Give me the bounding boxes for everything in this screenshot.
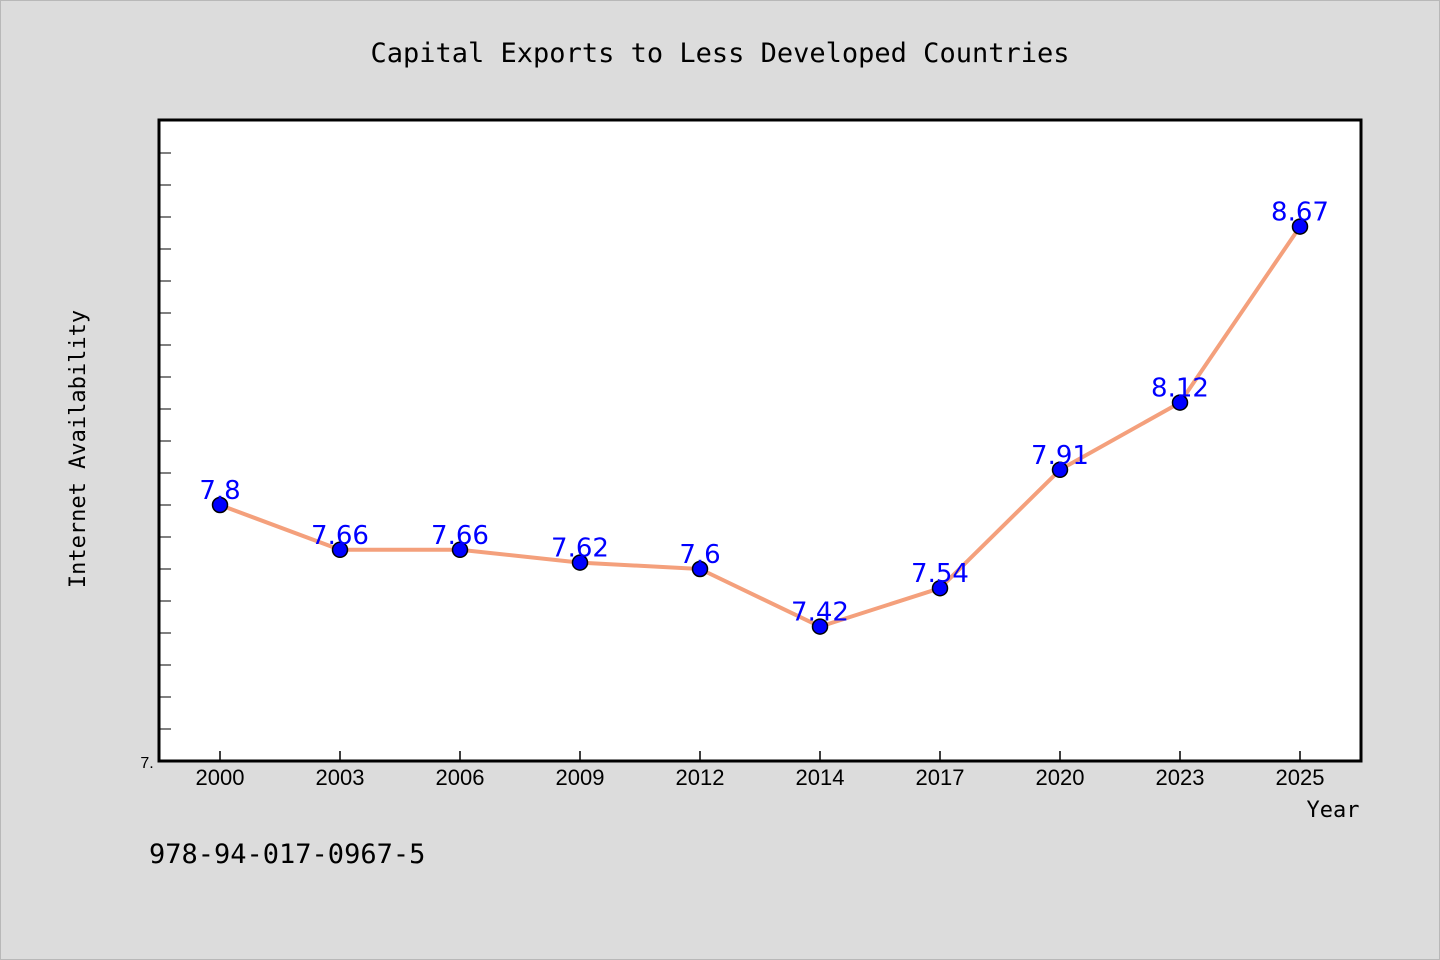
x-tick-label: 2006	[436, 765, 485, 790]
data-label: 7.62	[551, 534, 609, 564]
x-axis-tick-labels: 2000 2003 2006 2009 2012 2014 2017 2020 2023 2025	[196, 765, 1325, 790]
data-label: 7.8	[199, 476, 240, 506]
data-label: 7.66	[431, 521, 489, 551]
data-point	[811, 618, 829, 635]
x-tick-label: 2023	[1156, 765, 1205, 790]
y-tick-label: 7.	[140, 755, 153, 772]
x-axis-ticks	[219, 751, 1301, 761]
x-tick-label: 2020	[1036, 765, 1085, 790]
data-point	[571, 554, 589, 571]
plot-area	[157, 118, 1363, 763]
data-label: 7.6	[679, 540, 720, 570]
chart-title: Capital Exports to Less Developed Countr…	[371, 38, 1070, 69]
data-label: 7.91	[1031, 441, 1089, 471]
data-point	[1051, 461, 1069, 479]
isbn-footer: 978-94-017-0967-5	[149, 839, 425, 870]
x-tick-label: 2009	[556, 765, 605, 790]
data-label: 7.54	[911, 559, 969, 589]
data-labels: 7.8 7.66 7.66 7.62 7.6 7.42 7.54 7.91 8.12 8.67	[199, 198, 1329, 628]
x-tick-label: 2017	[916, 765, 965, 790]
x-axis-label: Year	[1307, 798, 1360, 823]
series-line	[219, 225, 1302, 629]
x-tick-label: 2012	[676, 765, 725, 790]
x-tick-label: 2000	[196, 765, 245, 790]
data-label: 7.42	[791, 598, 849, 628]
data-label: 7.66	[311, 521, 369, 551]
data-markers	[211, 218, 1309, 635]
x-tick-label: 2025	[1276, 765, 1325, 790]
data-point	[1171, 394, 1189, 411]
data-label: 8.12	[1151, 374, 1209, 404]
y-axis-label: Internet Availability	[66, 310, 91, 588]
y-axis-ticks	[159, 120, 171, 730]
data-point	[451, 541, 469, 559]
x-tick-label: 2014	[796, 765, 845, 790]
data-point	[931, 579, 949, 597]
data-point	[1291, 218, 1309, 235]
data-point	[331, 541, 349, 559]
data-point	[691, 560, 709, 578]
data-label: 8.67	[1271, 198, 1329, 228]
data-point	[211, 496, 229, 514]
x-tick-label: 2003	[316, 765, 365, 790]
